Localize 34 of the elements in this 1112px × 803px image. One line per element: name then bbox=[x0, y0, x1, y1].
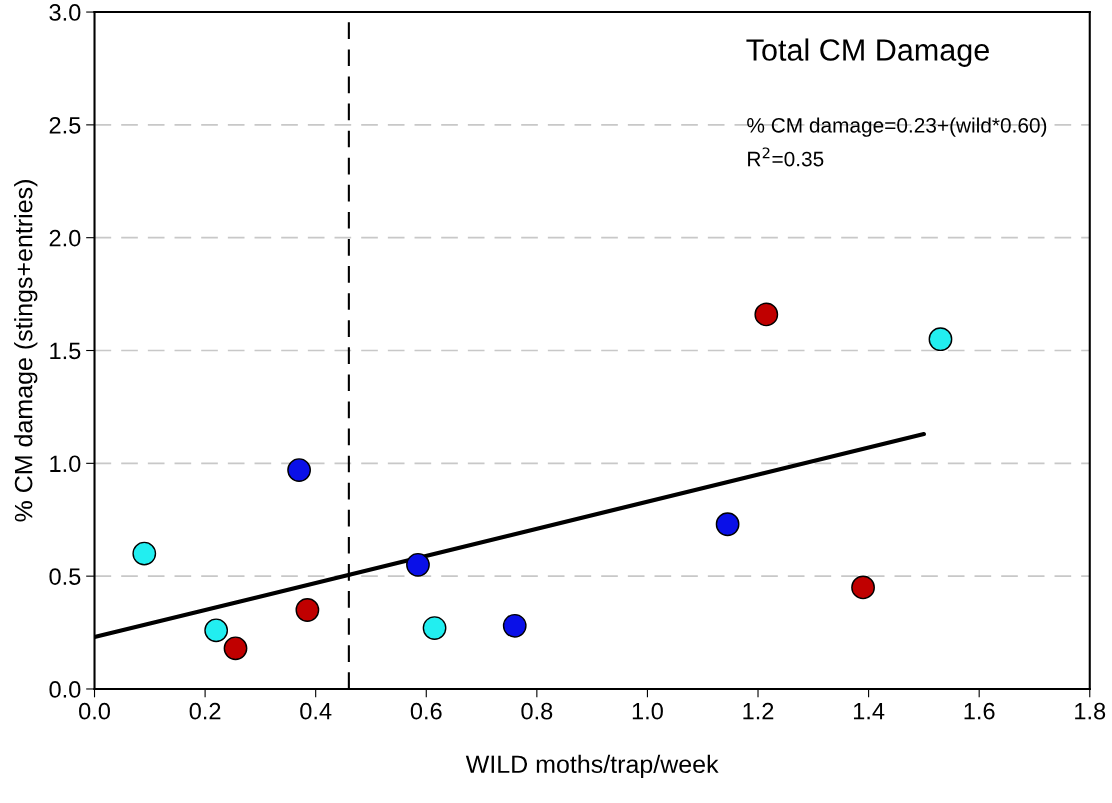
point bbox=[223, 636, 248, 661]
x-tick-label: 1.6 bbox=[964, 702, 995, 720]
x-tick-label: 1.8 bbox=[1075, 702, 1106, 720]
y-tick-label: 0.0 bbox=[49, 681, 81, 698]
point bbox=[204, 618, 229, 643]
x-tick-label: 0.8 bbox=[521, 702, 553, 720]
point bbox=[406, 552, 430, 577]
y-tick-label: 2.0 bbox=[49, 229, 81, 247]
x-tick-label: 1.0 bbox=[632, 702, 663, 720]
x-tick-label: 0.4 bbox=[300, 702, 332, 720]
text: Total CM Damage bbox=[746, 38, 989, 67]
y-tick-label: 3.0 bbox=[49, 4, 81, 21]
point bbox=[754, 302, 779, 327]
point bbox=[851, 575, 875, 600]
annotation: % CM damage=0.23+(wild*0.60) bbox=[747, 117, 1047, 137]
x-tick-label: 0.6 bbox=[410, 702, 442, 720]
y-tick-label: 1.5 bbox=[50, 342, 81, 360]
point bbox=[502, 613, 527, 638]
y-tick-label: 2.5 bbox=[49, 116, 81, 134]
x-tick-label: 0.2 bbox=[189, 702, 221, 720]
point bbox=[715, 512, 740, 537]
x-axis-title: WILD moths/trap/week bbox=[465, 754, 719, 779]
point bbox=[422, 616, 447, 640]
point bbox=[928, 327, 953, 352]
annotation: R$^{2}$=0.35 bbox=[748, 147, 824, 167]
point bbox=[132, 541, 157, 566]
y-axis-title: % CM damage (stings+entries) bbox=[14, 180, 38, 522]
y-tick-label: 0.5 bbox=[49, 568, 81, 585]
x-tick-label: 1.4 bbox=[853, 703, 885, 720]
point bbox=[287, 458, 311, 482]
x-tick-label: 0.0 bbox=[79, 702, 111, 720]
x-tick-label: 1.2 bbox=[743, 702, 774, 720]
y-tick-label: 1.0 bbox=[50, 455, 81, 473]
point bbox=[295, 598, 320, 622]
